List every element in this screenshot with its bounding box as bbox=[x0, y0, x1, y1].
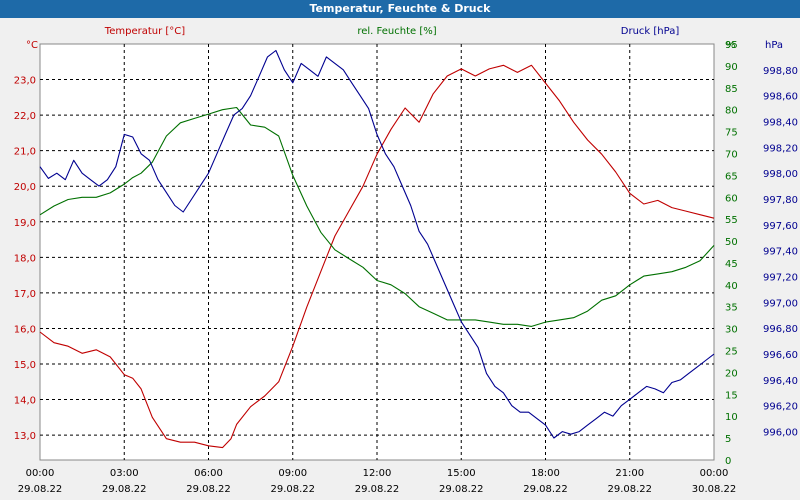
press-tick-label: 997,80 bbox=[763, 195, 798, 206]
temp-tick-label: 18,0 bbox=[14, 253, 36, 264]
axis-labels: 13,0 14,0 15,0 16,0 17,0 18,0 19,0 20,0 21,0 22,0… bbox=[14, 40, 798, 495]
hum-tick-label: 55 bbox=[725, 215, 738, 226]
hum-tick-label: 20 bbox=[725, 368, 738, 379]
x-tick-time: 15:00 bbox=[447, 468, 476, 479]
x-tick-date: 29.08.22 bbox=[439, 484, 484, 495]
hum-tick-label: 15 bbox=[725, 390, 738, 401]
press-tick-label: 998,60 bbox=[763, 92, 798, 103]
series-line-hum bbox=[39, 106, 715, 327]
hum-unit-label: % bbox=[726, 40, 736, 51]
x-tick-date: 29.08.22 bbox=[102, 484, 147, 495]
hum-tick-label: 45 bbox=[725, 259, 738, 270]
hum-tick-label: 80 bbox=[725, 106, 738, 117]
x-tick-date: 29.08.22 bbox=[270, 484, 315, 495]
press-tick-label: 997,00 bbox=[763, 298, 798, 309]
hum-tick-label: 10 bbox=[725, 412, 738, 423]
chart: 13,0 14,0 15,0 16,0 17,0 18,0 19,0 20,0 21,0 22,0… bbox=[14, 26, 798, 495]
hum-tick-label: 65 bbox=[725, 171, 738, 182]
hum-tick-label: 85 bbox=[725, 84, 738, 95]
x-tick-date: 29.08.22 bbox=[523, 484, 568, 495]
hum-tick-label: 40 bbox=[725, 281, 738, 292]
hum-tick-label: 25 bbox=[725, 347, 738, 358]
temp-unit-label: °C bbox=[26, 40, 38, 51]
press-tick-label: 997,40 bbox=[763, 247, 798, 258]
hum-tick-label: 50 bbox=[725, 237, 738, 248]
series-line-temp bbox=[39, 64, 715, 449]
press-tick-label: 996,60 bbox=[763, 350, 798, 361]
chart-area: 13,0 14,0 15,0 16,0 17,0 18,0 19,0 20,0 21,0 22,0… bbox=[0, 18, 800, 500]
series-line-press bbox=[39, 49, 715, 439]
press-tick-label: 998,00 bbox=[763, 169, 798, 180]
temp-tick-label: 15,0 bbox=[14, 360, 36, 371]
temp-tick-label: 22,0 bbox=[14, 111, 36, 122]
legend-press: Druck [hPa] bbox=[621, 26, 680, 37]
x-tick-date: 30.08.22 bbox=[692, 484, 737, 495]
press-unit-label: hPa bbox=[765, 40, 783, 51]
press-tick-label: 998,40 bbox=[763, 118, 798, 129]
plot-background bbox=[39, 43, 715, 461]
hum-tick-label: 5 bbox=[725, 434, 731, 445]
grid bbox=[40, 44, 714, 460]
hum-tick-label: 90 bbox=[725, 62, 738, 73]
temp-tick-label: 19,0 bbox=[14, 218, 36, 229]
x-tick-time: 00:00 bbox=[700, 468, 729, 479]
press-tick-label: 997,60 bbox=[763, 221, 798, 232]
x-tick-date: 29.08.22 bbox=[18, 484, 63, 495]
press-tick-label: 996,40 bbox=[763, 376, 798, 387]
temp-tick-label: 23,0 bbox=[14, 76, 36, 87]
x-tick-date: 29.08.22 bbox=[607, 484, 652, 495]
x-tick-time: 06:00 bbox=[194, 468, 223, 479]
legend-hum: rel. Feuchte [%] bbox=[357, 26, 436, 37]
temp-tick-label: 17,0 bbox=[14, 289, 36, 300]
hum-tick-label: 0 bbox=[725, 456, 731, 467]
press-tick-label: 997,20 bbox=[763, 273, 798, 284]
x-tick-date: 29.08.22 bbox=[186, 484, 231, 495]
temp-tick-label: 20,0 bbox=[14, 182, 36, 193]
press-tick-label: 996,20 bbox=[763, 402, 798, 413]
temp-tick-label: 13,0 bbox=[14, 431, 36, 442]
hum-tick-label: 95 bbox=[725, 40, 738, 51]
hum-tick-label: 35 bbox=[725, 303, 738, 314]
hum-tick-label: 75 bbox=[725, 128, 738, 139]
hum-tick-label: 70 bbox=[725, 149, 738, 160]
x-tick-time: 09:00 bbox=[278, 468, 307, 479]
x-tick-time: 21:00 bbox=[615, 468, 644, 479]
press-tick-label: 996,80 bbox=[763, 324, 798, 335]
press-tick-label: 998,80 bbox=[763, 66, 798, 77]
hum-tick-label: 60 bbox=[725, 193, 738, 204]
temp-tick-label: 16,0 bbox=[14, 324, 36, 335]
press-tick-label: 998,20 bbox=[763, 143, 798, 154]
x-tick-time: 12:00 bbox=[363, 468, 392, 479]
legend-temp: Temperatur [°C] bbox=[104, 26, 185, 37]
x-tick-date: 29.08.22 bbox=[355, 484, 400, 495]
x-tick-time: 03:00 bbox=[110, 468, 139, 479]
temp-tick-label: 14,0 bbox=[14, 396, 36, 407]
x-tick-time: 18:00 bbox=[531, 468, 560, 479]
window-title: Temperatur, Feuchte & Druck bbox=[0, 0, 800, 18]
temp-tick-label: 21,0 bbox=[14, 147, 36, 158]
series-layer bbox=[39, 49, 715, 449]
press-tick-label: 996,00 bbox=[763, 428, 798, 439]
hum-tick-label: 30 bbox=[725, 325, 738, 336]
x-tick-time: 00:00 bbox=[26, 468, 55, 479]
